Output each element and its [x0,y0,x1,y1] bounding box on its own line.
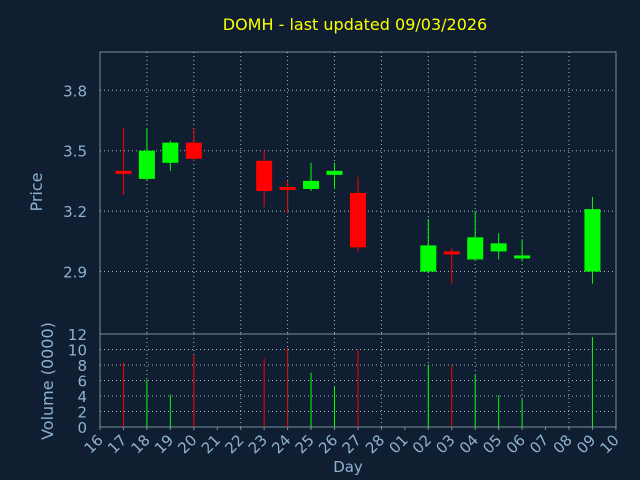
candle-body [303,180,320,189]
volume-tick-label: 4 [77,388,87,406]
volume-axis-label: Volume (0000) [38,322,57,440]
price-tick-label: 3.2 [63,203,87,221]
candle-body [443,251,460,255]
volume-tick-label: 0 [77,419,87,437]
candle-body [349,193,366,248]
candle-body [279,186,296,190]
volume-tick-label: 2 [77,404,87,422]
candle-body [514,255,531,259]
price-tick-label: 3.8 [63,82,87,100]
candle-body [467,237,484,260]
volume-tick-label: 10 [68,342,87,360]
candle-body [162,142,179,163]
volume-tick-label: 12 [68,326,87,344]
candle-body [115,170,132,174]
price-tick-label: 2.9 [63,264,87,282]
volume-tick-label: 6 [77,373,87,391]
volume-tick-label: 8 [77,357,87,375]
candle-body [490,243,507,252]
candle-body [185,142,202,159]
x-axis-label: Day [333,458,363,476]
price-axis-label: Price [27,172,46,211]
price-panel: 2.9 3.2 3.5 3.8 [63,51,617,335]
chart-title: DOMH - last updated 09/03/2026 [223,15,487,34]
candle-body [138,150,155,179]
candle-body [256,160,273,191]
candle-body [584,209,601,272]
price-tick-label: 3.5 [63,143,87,161]
candle-body [420,245,437,272]
candle-body [326,170,343,175]
